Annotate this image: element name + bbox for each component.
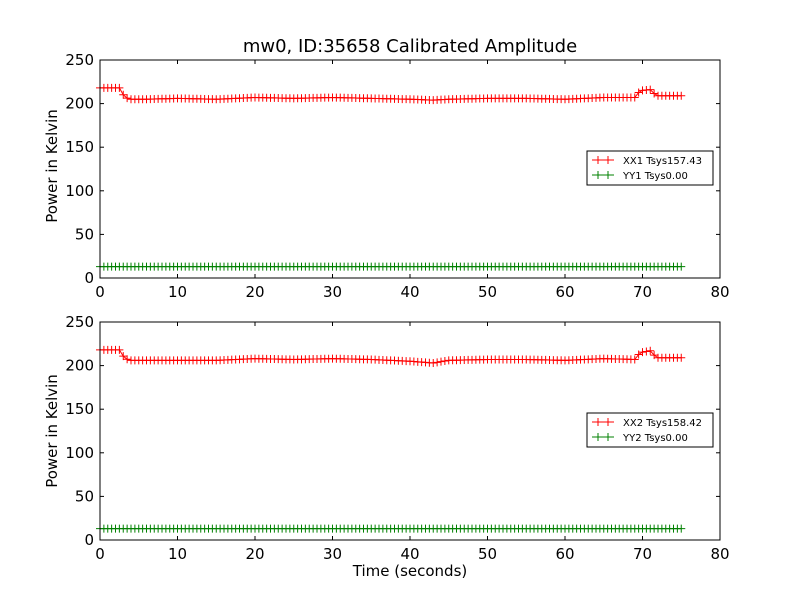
top-y-axis-label: Power in Kelvin (43, 109, 61, 223)
x-tick-label: 20 (245, 545, 264, 563)
x-tick-label: 10 (168, 283, 187, 301)
y-tick-label: 0 (84, 269, 94, 287)
top-legend-label-xx1: XX1 Tsys157.43 (623, 156, 702, 167)
x-tick-label: 30 (323, 545, 342, 563)
x-tick-label: 20 (245, 283, 264, 301)
x-tick-label: 0 (95, 283, 105, 301)
data-point-marker (440, 357, 449, 366)
data-point-marker (630, 355, 639, 364)
y-tick-label: 150 (65, 400, 94, 418)
top-series-1 (96, 83, 686, 105)
x-tick-label: 60 (555, 283, 574, 301)
bottom-series-1 (96, 345, 686, 367)
y-tick-label: 250 (65, 313, 94, 331)
x-tick-label: 70 (633, 283, 652, 301)
x-tick-label: 30 (323, 283, 342, 301)
data-point-marker (638, 348, 647, 357)
top-subplot: Power in Kelvin 0 10 20 30 40 50 60 70 80 0 50 100 1… (43, 51, 730, 301)
bottom-plot-area: 0 10 20 30 40 50 60 70 80 0 50 100 150 200 250 (65, 313, 729, 563)
top-legend: XX1 Tsys157.43 YY1 Tsys0.00 (586, 150, 714, 186)
top-legend-swatch-yy1 (592, 171, 614, 179)
x-tick-label: 80 (710, 545, 729, 563)
data-point-marker (677, 524, 686, 533)
data-point-marker (123, 355, 132, 364)
data-point-marker (646, 85, 655, 94)
top-legend-label-yy1: YY1 Tsys0.00 (622, 171, 688, 182)
y-tick-label: 0 (84, 531, 94, 549)
data-point-marker (119, 90, 128, 99)
data-point-marker (433, 358, 442, 367)
bottom-legend-label-xx2: XX2 Tsys158.42 (623, 418, 702, 429)
data-point-marker (642, 347, 651, 356)
figure-title: mw0, ID:35658 Calibrated Amplitude (243, 36, 577, 57)
top-plot-area: 0 10 20 30 40 50 60 70 80 0 50 100 150 200 250 (65, 51, 729, 301)
bottom-y-axis-label: Power in Kelvin (43, 374, 61, 488)
y-tick-label: 150 (65, 138, 94, 156)
data-point-marker (646, 346, 655, 355)
y-tick-label: 50 (75, 225, 94, 243)
bottom-series-2 (96, 524, 686, 533)
data-point-marker (429, 358, 438, 367)
data-point-marker (677, 353, 686, 362)
y-tick-label: 200 (65, 357, 94, 375)
data-point-marker (677, 262, 686, 271)
x-tick-label: 50 (478, 545, 497, 563)
bottom-legend-label-yy2: YY2 Tsys0.00 (622, 433, 688, 444)
bottom-legend: XX2 Tsys158.42 YY2 Tsys0.00 (586, 412, 714, 448)
y-tick-label: 100 (65, 444, 94, 462)
data-point-marker (115, 83, 124, 92)
bottom-legend-swatch-xx2 (592, 418, 614, 426)
x-tick-label: 60 (555, 545, 574, 563)
data-point-marker (123, 94, 132, 103)
x-tick-label: 40 (400, 545, 419, 563)
data-point-marker (677, 91, 686, 100)
top-legend-swatch-xx1 (592, 156, 614, 164)
data-point-marker (437, 357, 445, 366)
data-point-marker (630, 93, 639, 102)
bottom-subplot: Power in Kelvin Time (seconds) 0 10 20 30 40… (43, 313, 730, 580)
x-tick-label: 40 (400, 283, 419, 301)
y-tick-label: 100 (65, 182, 94, 200)
y-tick-label: 200 (65, 95, 94, 113)
bottom-x-axis-label: Time (seconds) (352, 562, 468, 580)
data-point-marker (115, 345, 124, 354)
x-tick-label: 50 (478, 283, 497, 301)
x-tick-label: 0 (95, 545, 105, 563)
y-tick-label: 50 (75, 487, 94, 505)
bottom-legend-swatch-yy2 (592, 433, 614, 441)
x-tick-label: 10 (168, 545, 187, 563)
x-tick-label: 70 (633, 545, 652, 563)
x-tick-label: 80 (710, 283, 729, 301)
y-tick-label: 250 (65, 51, 94, 69)
